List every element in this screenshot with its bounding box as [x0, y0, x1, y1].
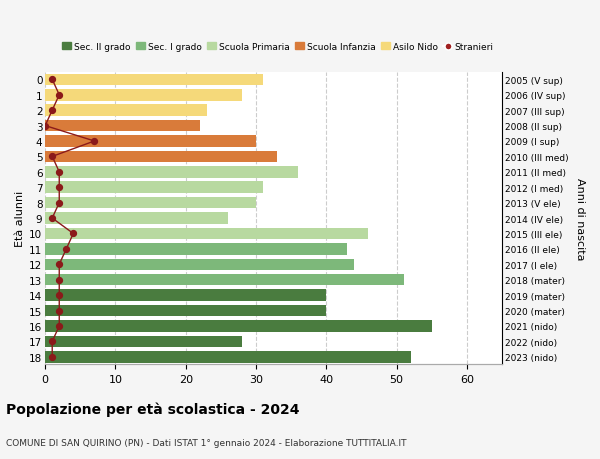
Point — [68, 230, 78, 238]
Bar — [45, 197, 256, 209]
Y-axis label: Anni di nascita: Anni di nascita — [575, 178, 585, 260]
Text: Popolazione per età scolastica - 2024: Popolazione per età scolastica - 2024 — [6, 402, 299, 416]
Bar — [45, 259, 355, 270]
Point — [61, 246, 71, 253]
Bar — [45, 74, 263, 86]
Bar — [45, 244, 347, 255]
Point — [55, 261, 64, 269]
Bar — [45, 167, 298, 178]
Bar — [45, 121, 200, 132]
Bar — [45, 151, 277, 163]
Bar — [45, 290, 326, 301]
Point — [47, 215, 57, 222]
Point — [40, 123, 50, 130]
Point — [47, 77, 57, 84]
Point — [47, 353, 57, 361]
Point — [55, 307, 64, 314]
Point — [89, 138, 99, 146]
Point — [55, 92, 64, 99]
Bar — [45, 90, 242, 101]
Legend: Sec. II grado, Sec. I grado, Scuola Primaria, Scuola Infanzia, Asilo Nido, Stran: Sec. II grado, Sec. I grado, Scuola Prim… — [59, 39, 497, 55]
Bar — [45, 105, 207, 117]
Point — [55, 184, 64, 191]
Bar — [45, 213, 228, 224]
Bar — [45, 336, 242, 347]
Point — [55, 292, 64, 299]
Bar — [45, 320, 431, 332]
Bar — [45, 136, 256, 147]
Point — [55, 200, 64, 207]
Point — [47, 338, 57, 345]
Y-axis label: Età alunni: Età alunni — [15, 190, 25, 246]
Point — [55, 323, 64, 330]
Point — [55, 276, 64, 284]
Bar — [45, 182, 263, 194]
Point — [47, 107, 57, 115]
Point — [47, 153, 57, 161]
Bar — [45, 305, 326, 317]
Text: COMUNE DI SAN QUIRINO (PN) - Dati ISTAT 1° gennaio 2024 - Elaborazione TUTTITALI: COMUNE DI SAN QUIRINO (PN) - Dati ISTAT … — [6, 438, 407, 447]
Point — [55, 169, 64, 176]
Bar — [45, 274, 404, 286]
Bar — [45, 228, 368, 240]
Bar — [45, 351, 410, 363]
